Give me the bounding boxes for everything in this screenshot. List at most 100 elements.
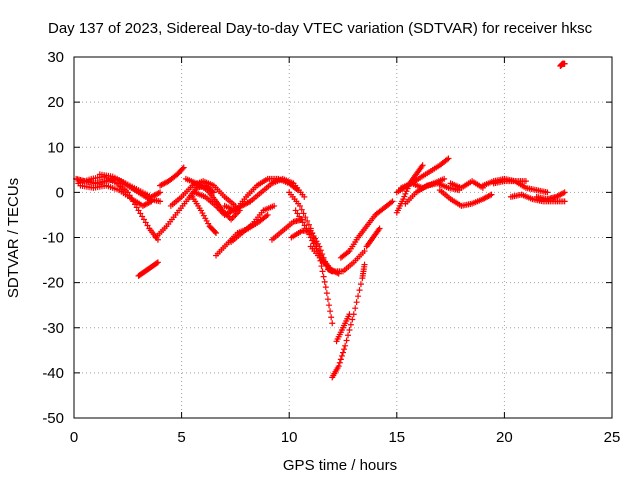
series-sat-d: [77, 182, 155, 209]
data-point: [157, 198, 164, 205]
series-sat-x: [363, 225, 383, 250]
data-point: [329, 320, 336, 327]
y-tick-label: -30: [42, 320, 64, 337]
data-point: [357, 281, 364, 288]
data-point: [341, 346, 348, 353]
data-point: [302, 214, 309, 221]
data-point: [376, 225, 383, 232]
data-point: [322, 284, 329, 291]
data-point: [343, 337, 350, 344]
data-point: [326, 302, 333, 309]
data-point: [389, 198, 396, 205]
series-sat-ah: [533, 189, 568, 203]
data-point: [338, 352, 345, 359]
y-tick-label: -10: [42, 230, 64, 247]
series-sat-w: [337, 198, 396, 261]
data-point: [140, 216, 147, 223]
data-point: [213, 229, 220, 236]
data-point: [296, 202, 303, 209]
series-sat-ad: [447, 178, 486, 191]
data-point: [353, 299, 360, 306]
data-point: [335, 363, 342, 370]
data-point: [139, 213, 146, 220]
data-point: [419, 162, 426, 169]
x-tick-label: 0: [70, 429, 78, 446]
data-point: [340, 349, 346, 356]
series-sat-h: [167, 178, 239, 209]
series-sat-ac: [436, 187, 495, 209]
data-point: [318, 263, 325, 270]
data-point: [347, 321, 354, 328]
data-point: [153, 260, 160, 267]
data-point: [292, 207, 299, 214]
data-point: [401, 193, 408, 200]
data-point: [304, 228, 311, 235]
data-point: [148, 198, 155, 205]
data-point: [264, 211, 271, 218]
y-tick-label: 0: [56, 184, 64, 201]
data-point: [488, 191, 495, 198]
data-point: [211, 228, 218, 235]
series-sat-e: [135, 259, 161, 279]
y-tick-label: 10: [47, 139, 64, 156]
series-sat-u: [329, 261, 368, 381]
series-sat-c: [96, 171, 164, 200]
x-tick-label: 5: [177, 429, 185, 446]
data-point: [349, 316, 356, 323]
data-point: [361, 261, 368, 268]
y-tick-label: -20: [42, 275, 64, 292]
data-point: [317, 247, 324, 254]
data-point: [320, 273, 327, 280]
data-point: [355, 293, 362, 300]
data-point: [305, 221, 312, 228]
data-point: [301, 222, 308, 229]
data-point: [561, 189, 568, 196]
data-point: [271, 202, 278, 209]
data-point: [335, 270, 342, 277]
data-point: [441, 175, 448, 182]
data-point: [319, 268, 326, 275]
data-point: [309, 237, 316, 244]
data-point: [561, 60, 568, 67]
x-tick-label: 20: [496, 429, 513, 446]
data-point: [361, 248, 368, 255]
x-tick-label: 25: [604, 429, 621, 446]
data-point: [306, 231, 313, 238]
series-sat-m: [228, 202, 278, 246]
data-point: [400, 196, 407, 203]
y-tick-label: 30: [47, 49, 64, 66]
data-point: [345, 332, 352, 339]
x-tick-label: 10: [281, 429, 298, 446]
data-point: [346, 327, 353, 334]
data-point: [356, 287, 363, 294]
data-point: [180, 164, 187, 171]
data-point: [337, 356, 344, 363]
data-point: [157, 189, 164, 196]
x-tick-label: 15: [388, 429, 405, 446]
data-point: [154, 259, 161, 266]
series-sat-v: [333, 311, 353, 345]
data-point: [321, 278, 328, 285]
series-sat-af: [490, 178, 551, 196]
series-sat-p: [268, 216, 306, 243]
data-point: [294, 210, 301, 217]
grid: [74, 57, 612, 418]
data-point: [522, 178, 529, 185]
ticks: [73, 56, 613, 419]
data-point: [144, 222, 151, 229]
x-axis-label: GPS time / hours: [283, 457, 397, 474]
data-point: [402, 190, 409, 197]
tick-labels: 0 5 10 15 20 25 -50 -40 -30 -20 -10 0 10 20 30: [42, 49, 620, 446]
data-point: [544, 189, 551, 196]
y-tick-label: 20: [47, 94, 64, 111]
data-point: [298, 206, 305, 213]
data-point: [135, 207, 142, 214]
data-point: [561, 198, 568, 205]
data-point: [307, 234, 314, 241]
data-point: [403, 188, 410, 195]
data-point: [300, 210, 307, 217]
y-tick-label: -40: [42, 365, 64, 382]
chart-title: Day 137 of 2023, Sidereal Day-to-day VTE…: [48, 20, 593, 37]
data-point: [352, 305, 359, 312]
data-point: [299, 219, 306, 226]
